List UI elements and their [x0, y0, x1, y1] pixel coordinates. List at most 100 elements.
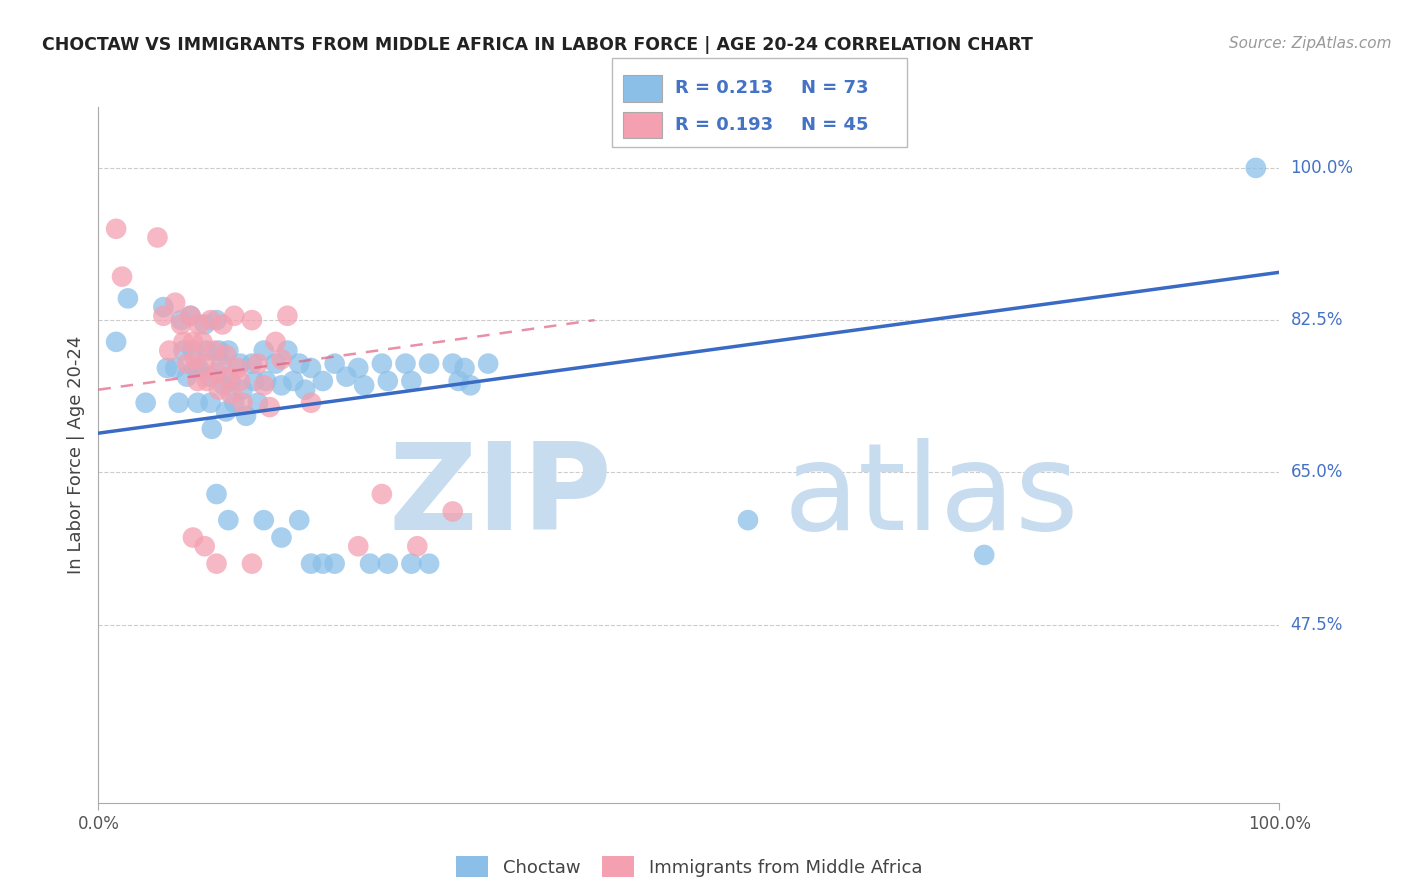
Point — [288, 357, 311, 371]
Point — [219, 387, 242, 401]
Point — [201, 422, 224, 436]
Point — [460, 378, 482, 392]
Point — [165, 360, 187, 375]
Point — [973, 548, 995, 562]
Point — [184, 360, 207, 375]
Point — [270, 378, 292, 392]
Point — [156, 360, 179, 375]
Text: ZIP: ZIP — [388, 438, 612, 555]
Point — [208, 383, 231, 397]
Point — [371, 357, 394, 371]
Text: CHOCTAW VS IMMIGRANTS FROM MIDDLE AFRICA IN LABOR FORCE | AGE 20-24 CORRELATION : CHOCTAW VS IMMIGRANTS FROM MIDDLE AFRICA… — [42, 36, 1033, 54]
Point — [299, 557, 322, 571]
Point — [253, 513, 276, 527]
Point — [111, 269, 134, 284]
Point — [157, 343, 180, 358]
Point — [224, 309, 246, 323]
Point — [371, 487, 394, 501]
Point — [347, 539, 370, 553]
Point — [377, 374, 399, 388]
Point — [447, 374, 470, 388]
Y-axis label: In Labor Force | Age 20-24: In Labor Force | Age 20-24 — [66, 335, 84, 574]
Point — [205, 557, 228, 571]
Point — [347, 360, 370, 375]
Point — [187, 374, 209, 388]
Point — [294, 383, 316, 397]
Point — [117, 291, 139, 305]
Point — [152, 309, 174, 323]
Point — [181, 343, 204, 358]
Point — [180, 309, 202, 323]
Point — [276, 343, 298, 358]
Point — [180, 309, 202, 323]
Point — [270, 531, 292, 545]
Point — [359, 557, 381, 571]
Text: N = 73: N = 73 — [801, 79, 869, 97]
Point — [418, 557, 440, 571]
Point — [394, 357, 416, 371]
Point — [170, 313, 193, 327]
Point — [205, 365, 228, 379]
Point — [323, 557, 346, 571]
Text: N = 45: N = 45 — [801, 116, 869, 134]
Point — [215, 404, 238, 418]
Point — [165, 295, 187, 310]
Point — [401, 557, 423, 571]
Text: 47.5%: 47.5% — [1291, 615, 1343, 633]
Point — [229, 374, 252, 388]
Point — [205, 487, 228, 501]
Point — [283, 374, 305, 388]
Point — [353, 378, 375, 392]
Text: 100.0%: 100.0% — [1291, 159, 1354, 177]
Text: 65.0%: 65.0% — [1291, 463, 1343, 482]
Point — [240, 357, 263, 371]
Point — [253, 343, 276, 358]
Point — [243, 374, 266, 388]
Point — [172, 343, 194, 358]
Point — [240, 557, 263, 571]
Point — [184, 352, 207, 367]
Point — [737, 513, 759, 527]
Legend: Choctaw, Immigrants from Middle Africa: Choctaw, Immigrants from Middle Africa — [449, 849, 929, 884]
Point — [194, 318, 217, 332]
Point — [312, 557, 335, 571]
Point — [217, 369, 239, 384]
Point — [205, 313, 228, 327]
Point — [235, 409, 257, 423]
Point — [195, 374, 218, 388]
Point — [253, 378, 276, 392]
Point — [217, 513, 239, 527]
Text: 82.5%: 82.5% — [1291, 311, 1343, 329]
Point — [187, 360, 209, 375]
Point — [212, 378, 235, 392]
Point — [276, 309, 298, 323]
Point — [254, 374, 277, 388]
Point — [176, 357, 198, 371]
Point — [406, 539, 429, 553]
Point — [264, 357, 287, 371]
Point — [299, 396, 322, 410]
Text: atlas: atlas — [783, 438, 1078, 555]
Point — [200, 313, 222, 327]
Point — [217, 343, 239, 358]
Text: R = 0.193: R = 0.193 — [675, 116, 773, 134]
Point — [231, 383, 253, 397]
Point — [224, 396, 246, 410]
Point — [176, 369, 198, 384]
Point — [441, 504, 464, 518]
Point — [401, 374, 423, 388]
Point — [226, 360, 249, 375]
Point — [152, 300, 174, 314]
Point — [135, 396, 157, 410]
Point — [211, 318, 233, 332]
Point — [240, 313, 263, 327]
Text: Source: ZipAtlas.com: Source: ZipAtlas.com — [1229, 36, 1392, 51]
Point — [259, 400, 281, 414]
Point — [418, 357, 440, 371]
Point — [264, 334, 287, 349]
Point — [377, 557, 399, 571]
Point — [191, 334, 214, 349]
Point — [170, 318, 193, 332]
Point — [246, 357, 269, 371]
Point — [219, 374, 242, 388]
